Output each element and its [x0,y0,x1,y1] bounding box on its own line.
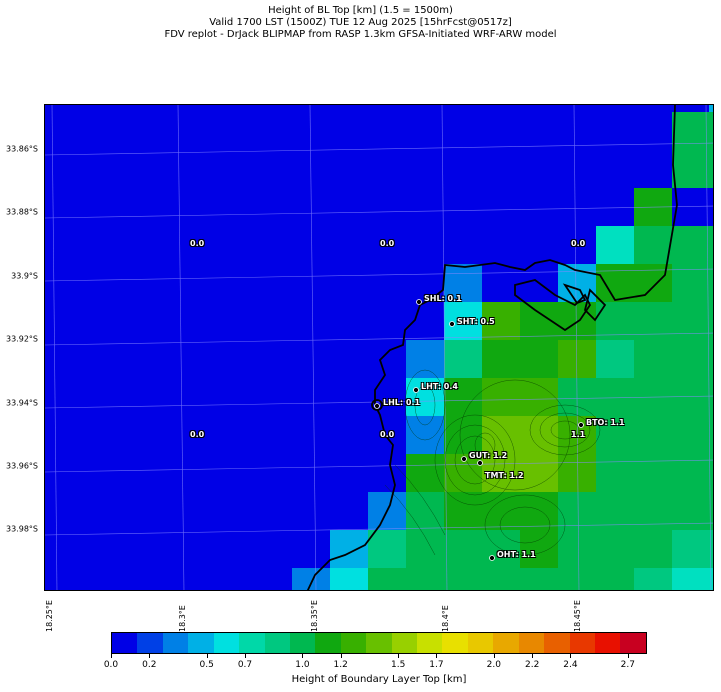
lat-label: 33.9°S [11,271,38,281]
colorbar-segment [467,633,494,653]
station-label-sht: SHT: 0.5 [457,317,495,326]
grid-value-label: 0.0 [571,239,586,248]
colorbar-tick-label: 0.7 [237,660,253,670]
colorbar-tick-mark [436,654,438,658]
colorbar-tick-mark [340,654,342,658]
colorbar-segment [442,633,468,653]
colorbar-tick-mark [302,654,304,658]
station-label-gut: GUT: 1.2 [469,451,508,460]
colorbar-segment [239,633,265,653]
colorbar-segment [391,633,418,653]
colorbar-segment [493,633,519,653]
lon-label: 18.3°E [178,605,187,632]
colorbar-segment [315,633,341,653]
grid-value-label: 0.0 [380,430,395,439]
colorbar-segment [340,633,367,653]
lat-label: 33.92°S [6,334,38,344]
colorbar-tick-mark [206,654,208,658]
colorbar-tick-mark [627,654,629,658]
grid-value-label: 0.0 [380,239,395,248]
colorbar-tick-mark [570,654,572,658]
colorbar-tick-label: 1.7 [429,660,444,670]
colorbar-segment [620,633,646,653]
lat-label: 33.86°S [6,144,38,154]
colorbar-tick-label: 1.2 [333,660,348,670]
plot-title: Height of BL Top [km] (1.5 = 1500m) Vali… [0,5,721,41]
colorbar-segment [544,633,570,653]
colorbar-tick-mark [398,654,400,658]
station-label-oht: OHT: 1.1 [497,550,536,559]
station-label-tmt: TMT: 1.2 [485,471,524,480]
station-label-lhl: LHL: 0.1 [383,398,421,407]
colorbar-segment [366,633,392,653]
colorbar-segment [595,633,621,653]
colorbar-tick-mark [532,654,534,658]
station-markers [374,299,584,561]
station-label-lht: LHT: 0.4 [421,382,458,391]
colorbar-tick-mark [111,654,112,658]
title-line-2: Valid 1700 LST (1500Z) TUE 12 Aug 2025 [… [209,17,512,28]
terrain-contours [384,369,601,556]
lon-label: 18.25°E [45,600,54,632]
coastline [306,105,678,590]
colorbar-tick-label: 2.0 [486,660,502,670]
map-graphic [45,105,713,590]
colorbar-tick-mark [493,654,495,658]
colorbar-segment [569,633,596,653]
colorbar-tick-label: 0.0 [103,660,119,670]
colorbar-tick-label: 0.2 [142,660,157,670]
lat-label: 33.94°S [6,398,38,408]
lon-label: 18.45°E [573,600,582,632]
colorbar-segment [264,633,290,653]
colorbar-tick-label: 2.2 [524,660,540,670]
height-cells [292,105,713,590]
lat-label: 33.88°S [6,207,38,217]
colorbar-segment [112,633,138,653]
colorbar-segment [289,633,316,653]
colorbar-segment [188,633,214,653]
grid-value-label: 0.0 [190,239,205,248]
colorbar-segment [518,633,545,653]
colorbar-tick-label: 1.0 [295,660,310,670]
colorbar-segment [213,633,240,653]
colorbar-segment [162,633,189,653]
colorbar-tick-mark [245,654,246,658]
colorbar-segment [417,633,443,653]
colorbar-tick-label: 0.5 [199,660,214,670]
grid-value-label: 1.1 [571,430,586,439]
colorbar-segment [137,633,163,653]
colorbar [111,632,647,654]
station-label-bto: BTO: 1.1 [586,418,625,427]
lon-label: 18.4°E [441,605,450,632]
colorbar-tick-label: 2.4 [563,660,578,670]
lat-label: 33.96°S [6,461,38,471]
title-line-3: FDV replot - DrJack BLIPMAP from RASP 1.… [164,29,557,40]
blipmap-map[interactable]: SHL: 0.1 SHT: 0.5 LHT: 0.4 LHL: 0.1 BTO:… [44,104,714,591]
title-line-1: Height of BL Top [km] (1.5 = 1500m) [268,5,453,16]
colorbar-tick-label: 2.7 [620,660,636,670]
colorbar-tick-label: 1.5 [390,660,406,670]
graticule [45,105,713,590]
lat-label: 33.98°S [6,524,38,534]
station-label-shl: SHL: 0.1 [424,294,462,303]
colorbar-tick-mark [149,654,151,658]
lon-label: 18.35°E [310,600,319,632]
colorbar-label: Height of Boundary Layer Top [km] [291,674,467,685]
grid-value-label: 0.0 [190,430,205,439]
